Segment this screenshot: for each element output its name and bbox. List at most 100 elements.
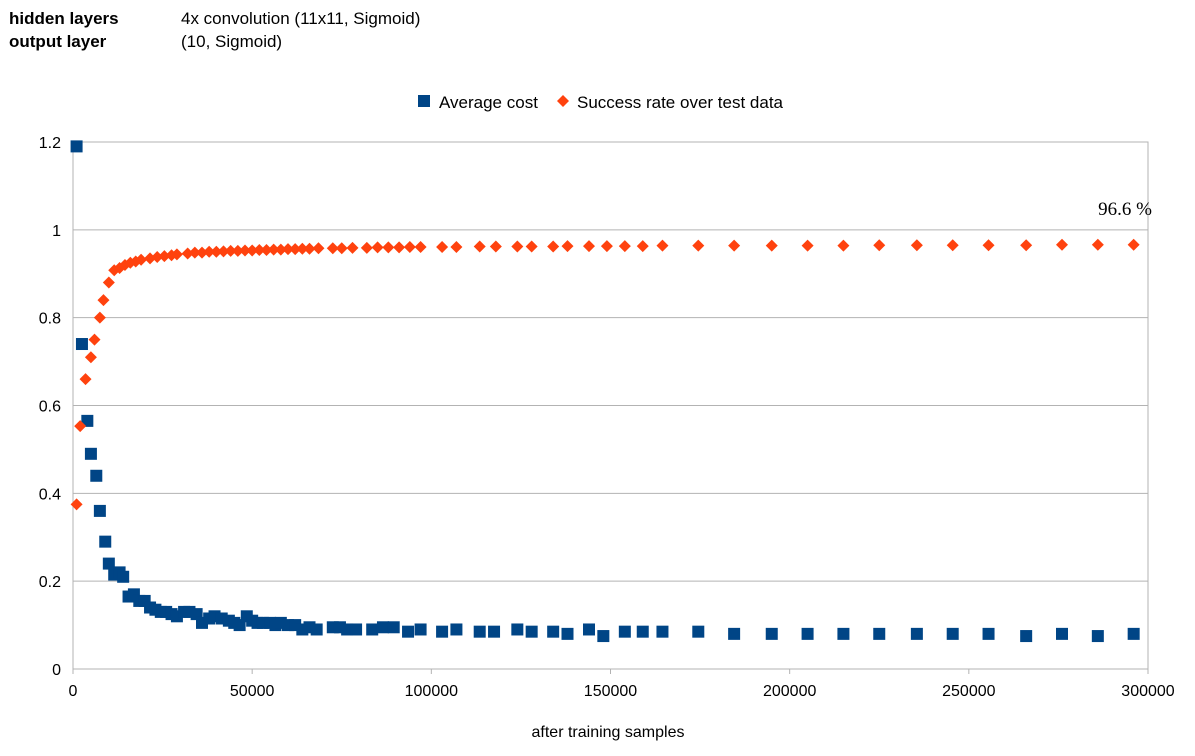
x-axis-ticks: 0 50000 100000 150000 200000 250000 300000 xyxy=(69,683,1175,700)
data-point xyxy=(84,447,97,460)
data-point xyxy=(289,243,302,256)
data-point xyxy=(88,333,101,346)
legend-marker-average-cost xyxy=(418,95,430,107)
data-point xyxy=(312,242,325,255)
x-tick-label: 50000 xyxy=(230,683,275,700)
data-point xyxy=(303,242,316,255)
data-point xyxy=(618,625,631,638)
x-tick-label: 100000 xyxy=(405,683,458,700)
info-key-output-layer: output layer xyxy=(9,32,107,51)
data-point xyxy=(728,239,741,252)
data-point xyxy=(93,504,106,517)
data-point xyxy=(84,351,97,364)
data-point xyxy=(79,373,92,386)
data-point xyxy=(253,244,266,257)
data-point xyxy=(97,294,110,307)
data-point xyxy=(837,627,850,640)
data-point xyxy=(765,627,778,640)
data-point xyxy=(692,625,705,638)
data-point xyxy=(260,244,273,257)
data-point xyxy=(436,240,449,253)
chart-grid xyxy=(72,141,1149,674)
data-point xyxy=(346,241,359,254)
plot-area-frame xyxy=(72,141,1149,670)
data-point xyxy=(387,621,400,634)
info-key-hidden-layers: hidden layers xyxy=(9,9,119,28)
data-point xyxy=(525,240,538,253)
data-point xyxy=(382,241,395,254)
chart-legend: Average cost Success rate over test data xyxy=(418,93,784,112)
data-point xyxy=(583,240,595,253)
data-point xyxy=(837,239,850,252)
data-point xyxy=(366,623,379,636)
data-point xyxy=(1091,238,1104,251)
series-average-cost xyxy=(70,140,1140,643)
data-point xyxy=(547,240,560,253)
y-tick-label: 1 xyxy=(52,223,61,240)
data-point xyxy=(350,623,363,636)
data-point xyxy=(636,625,649,638)
data-point xyxy=(488,625,501,638)
data-point xyxy=(525,625,538,638)
data-point xyxy=(93,311,106,324)
data-point xyxy=(239,244,251,257)
y-tick-label: 1.2 xyxy=(39,135,61,152)
data-point xyxy=(450,623,463,636)
x-axis-label: after training samples xyxy=(532,724,685,741)
data-point xyxy=(561,240,574,253)
data-point xyxy=(326,242,339,255)
data-point xyxy=(728,627,741,640)
y-tick-label: 0.2 xyxy=(39,574,61,591)
data-point xyxy=(224,244,237,257)
data-point xyxy=(1056,238,1068,251)
data-point xyxy=(511,623,524,636)
data-point xyxy=(274,243,287,256)
y-tick-label: 0.8 xyxy=(39,311,61,328)
data-point xyxy=(1127,238,1140,251)
data-point xyxy=(982,239,995,252)
data-point xyxy=(70,498,83,511)
y-tick-label: 0 xyxy=(52,662,61,679)
data-point xyxy=(90,469,103,482)
data-point xyxy=(473,625,486,638)
data-point xyxy=(801,239,814,252)
x-tick-label: 150000 xyxy=(584,683,637,700)
data-point xyxy=(414,240,427,253)
data-point xyxy=(196,246,208,259)
data-point xyxy=(561,627,574,640)
data-point xyxy=(74,420,87,433)
final-success-annotation: 96.6 % xyxy=(1098,199,1152,220)
info-value-output-layer: (10, Sigmoid) xyxy=(181,32,283,51)
data-point xyxy=(600,240,613,253)
data-point xyxy=(371,241,384,254)
data-point xyxy=(170,248,183,261)
data-point xyxy=(946,239,959,252)
data-point xyxy=(158,250,171,263)
data-point xyxy=(246,244,259,257)
data-point xyxy=(102,276,115,289)
data-point xyxy=(910,239,923,252)
series-layer xyxy=(70,140,1140,643)
data-point xyxy=(127,588,140,601)
data-point xyxy=(296,242,309,255)
data-point xyxy=(75,338,88,351)
data-point xyxy=(393,241,406,254)
data-point xyxy=(210,245,223,258)
data-point xyxy=(873,627,886,640)
data-point xyxy=(1127,627,1140,640)
data-point xyxy=(636,240,649,253)
data-point xyxy=(81,414,94,427)
data-point xyxy=(489,240,502,253)
data-point xyxy=(1020,239,1033,252)
x-tick-label: 300000 xyxy=(1121,683,1174,700)
data-point xyxy=(282,243,294,256)
data-point xyxy=(1056,627,1068,640)
data-point xyxy=(376,621,389,634)
data-point xyxy=(402,625,415,638)
data-point xyxy=(403,240,416,253)
y-tick-label: 0.6 xyxy=(39,399,61,416)
legend-marker-success-rate xyxy=(557,95,569,107)
data-point xyxy=(910,627,923,640)
data-point xyxy=(1020,630,1033,643)
